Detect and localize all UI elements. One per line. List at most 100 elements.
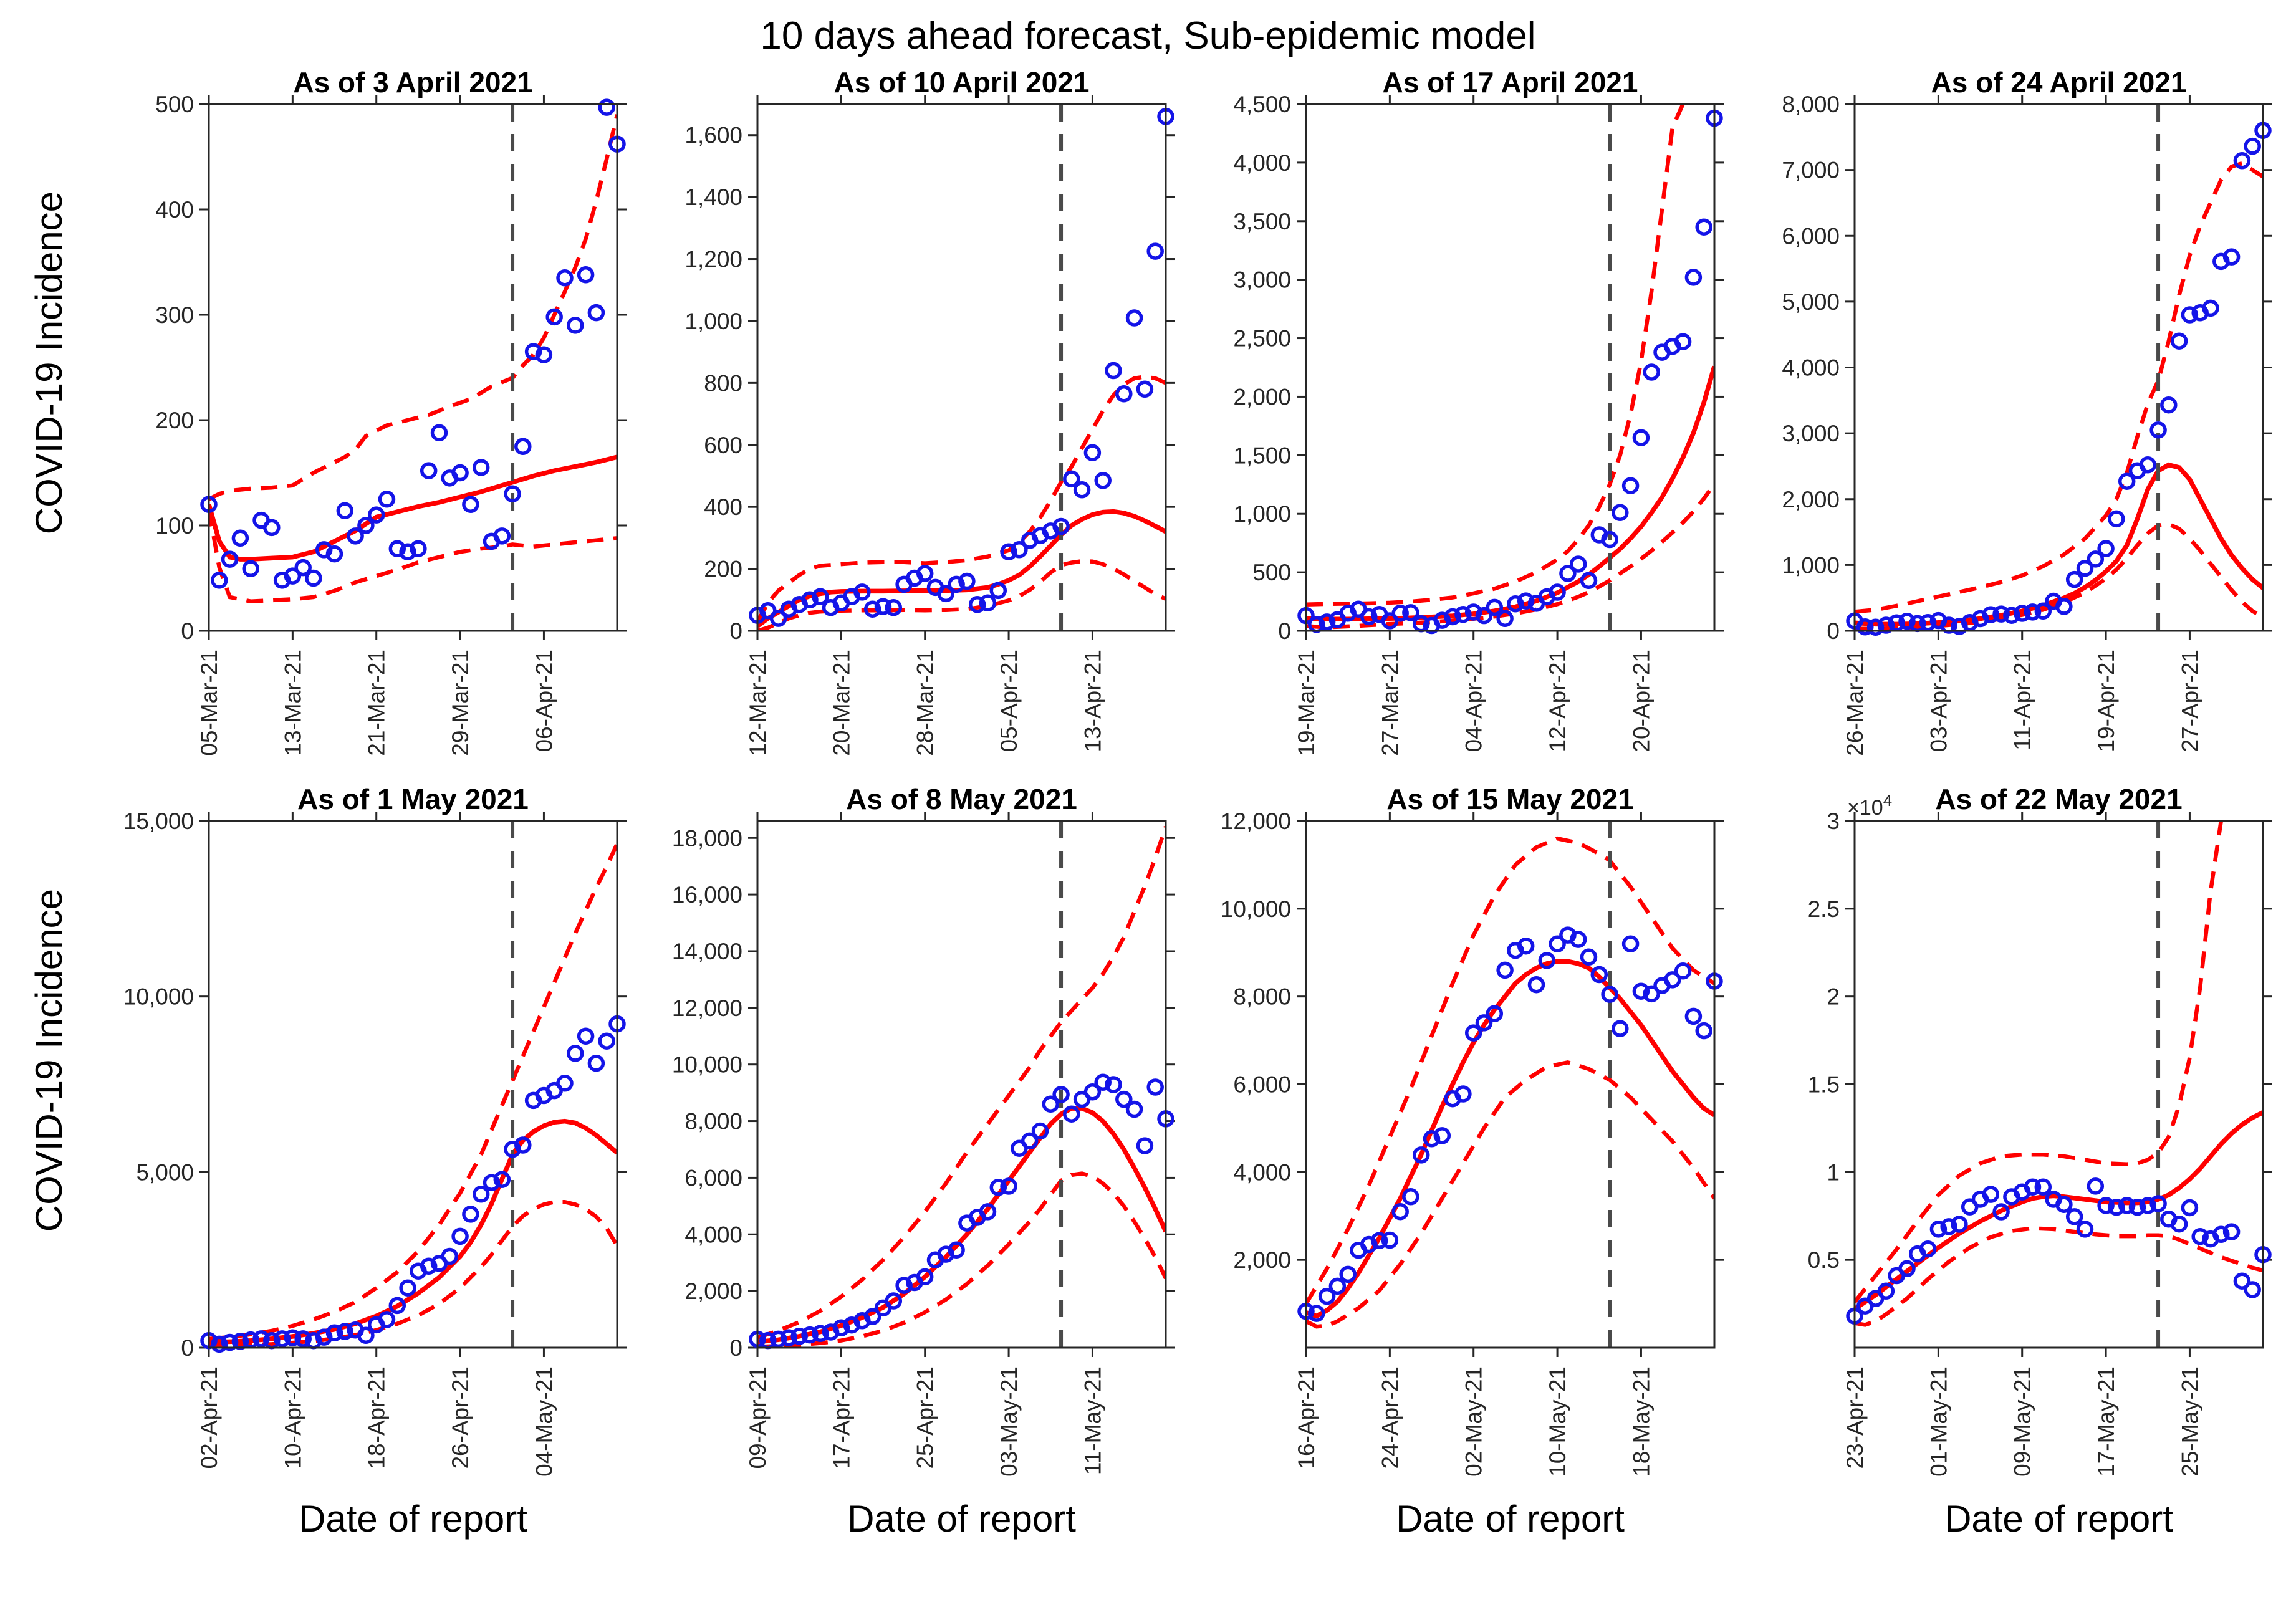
data-point-marker: [2222, 1223, 2241, 1240]
subplot-title: As of 10 April 2021: [834, 66, 1090, 98]
data-point-marker: [1982, 1186, 2000, 1203]
y-tick-label: 2,000: [1233, 1247, 1291, 1273]
y-tick-label: 0: [729, 1335, 742, 1361]
plot-area: [1306, 821, 1714, 1348]
data-point-marker: [284, 1329, 302, 1346]
y-axis-label-row-1: COVID-19 Incidence: [16, 57, 81, 774]
data-point-marker: [252, 1330, 270, 1348]
y-tick-label: 3,500: [1233, 209, 1291, 234]
data-point-marker: [483, 1174, 501, 1191]
y-tick-label: 5,000: [136, 1159, 194, 1185]
y-tick-label: 8,000: [684, 1109, 742, 1134]
x-tick-label: 24-Apr-21: [1377, 1366, 1403, 1469]
data-point-marker: [1381, 1231, 1399, 1249]
data-point-marker: [493, 527, 511, 545]
data-point-marker: [1549, 583, 1566, 601]
data-point-marker: [1052, 1086, 1070, 1103]
y-tick-label: 1,500: [1233, 443, 1291, 468]
x-tick-label: 03-May-21: [996, 1366, 1022, 1477]
y-tick-label: 1,400: [684, 185, 742, 210]
y-tick-label: 500: [1252, 560, 1291, 585]
data-point-marker: [1580, 572, 1598, 590]
y-tick-label: 600: [704, 433, 742, 458]
data-point-marker: [769, 1330, 787, 1348]
x-tick-label: 25-Apr-21: [913, 1366, 938, 1469]
data-point-marker: [284, 567, 302, 585]
observed-series: [749, 108, 1174, 627]
axis-ticks: [748, 812, 1175, 1357]
data-point-marker: [1475, 1014, 1493, 1032]
y-tick-label: 18,000: [672, 825, 742, 851]
x-tick-label: 27-Mar-21: [1377, 650, 1403, 756]
data-point-marker: [567, 317, 584, 334]
x-tick-label: 18-Apr-21: [364, 1366, 390, 1469]
data-point-marker: [1318, 613, 1336, 631]
data-point-marker: [1094, 472, 1112, 489]
x-tick-label: 09-Apr-21: [745, 1366, 771, 1469]
y-tick-label: 15,000: [123, 808, 194, 834]
data-point-marker: [347, 527, 364, 545]
lower-bound-line: [209, 509, 617, 603]
y-tick-label: 3,000: [1782, 421, 1840, 446]
data-point-marker: [780, 1329, 798, 1346]
x-tick-label: 04-Apr-21: [1461, 650, 1487, 752]
x-tick-label: 12-Mar-21: [745, 650, 771, 756]
data-point-marker: [790, 1328, 808, 1345]
data-point-marker: [1052, 517, 1070, 535]
y-axis-exponent-label: ×104: [1847, 791, 1892, 820]
data-point-marker: [2233, 152, 2251, 170]
chart-cell-3: As of 17 April 2021 0 500 1,000 1,500 2,000 2,…: [1178, 57, 1727, 774]
data-point-marker: [1444, 608, 1461, 626]
data-point-marker: [1423, 1130, 1441, 1148]
plot-area: [1855, 821, 2263, 1348]
data-point-marker: [2181, 1199, 2199, 1217]
axis-ticks: [748, 95, 1175, 640]
data-point-marker: [812, 588, 829, 606]
x-tick-label: 02-May-21: [1461, 1366, 1487, 1477]
axis-box: [1853, 103, 2264, 632]
data-point-marker: [1888, 614, 1905, 632]
x-axis-label: Date of report: [847, 1498, 1076, 1540]
x-tick-label: 20-Mar-21: [829, 650, 854, 756]
lower-bound-line: [1306, 1060, 1714, 1329]
subplot-title: As of 15 May 2021: [1386, 783, 1633, 815]
data-point-marker: [1929, 1221, 1948, 1238]
data-point-marker: [2139, 456, 2157, 474]
y-tick-label: 800: [704, 370, 742, 396]
data-point-marker: [1643, 985, 1660, 1003]
x-tick-label: 16-Apr-21: [1294, 1366, 1319, 1469]
data-point-marker: [2233, 1272, 2251, 1290]
data-point-marker: [462, 496, 479, 513]
x-tick-label: 26-Mar-21: [1842, 650, 1868, 756]
data-point-marker: [1136, 1137, 1154, 1154]
data-point-marker: [1000, 543, 1017, 561]
data-point-marker: [853, 583, 871, 601]
axis-box: [1853, 820, 2264, 1349]
axis-ticks: [199, 95, 627, 640]
data-point-marker: [367, 506, 385, 524]
data-point-marker: [1496, 961, 1514, 979]
upper-bound-line: [1306, 104, 1685, 607]
data-point-marker: [1496, 610, 1514, 628]
y-tick-label: 4,500: [1233, 92, 1291, 117]
data-point-marker: [1612, 504, 1629, 522]
data-point-marker: [2003, 607, 2020, 624]
data-point-marker: [2170, 1215, 2188, 1233]
data-point-marker: [1992, 1203, 2010, 1221]
y-tick-label: 3,000: [1233, 267, 1291, 293]
data-point-marker: [2097, 540, 2115, 557]
data-point-marker: [1094, 1073, 1112, 1091]
data-point-marker: [598, 1032, 615, 1050]
data-point-marker: [211, 572, 228, 589]
data-point-marker: [769, 610, 787, 627]
data-point-marker: [1601, 986, 1618, 1003]
axis-box: [1305, 820, 1716, 1349]
data-point-marker: [863, 1308, 881, 1325]
data-point-marker: [2222, 248, 2241, 266]
chart-cell-4: As of 24 April 2021 0 1,000 2,000 3,000 4,000…: [1727, 57, 2275, 774]
y-tick-label: 200: [704, 557, 742, 582]
y-tick-label: 10,000: [1221, 896, 1291, 922]
data-point-marker: [305, 569, 322, 587]
data-point-marker: [2065, 570, 2083, 588]
data-point-marker: [1992, 605, 2010, 623]
